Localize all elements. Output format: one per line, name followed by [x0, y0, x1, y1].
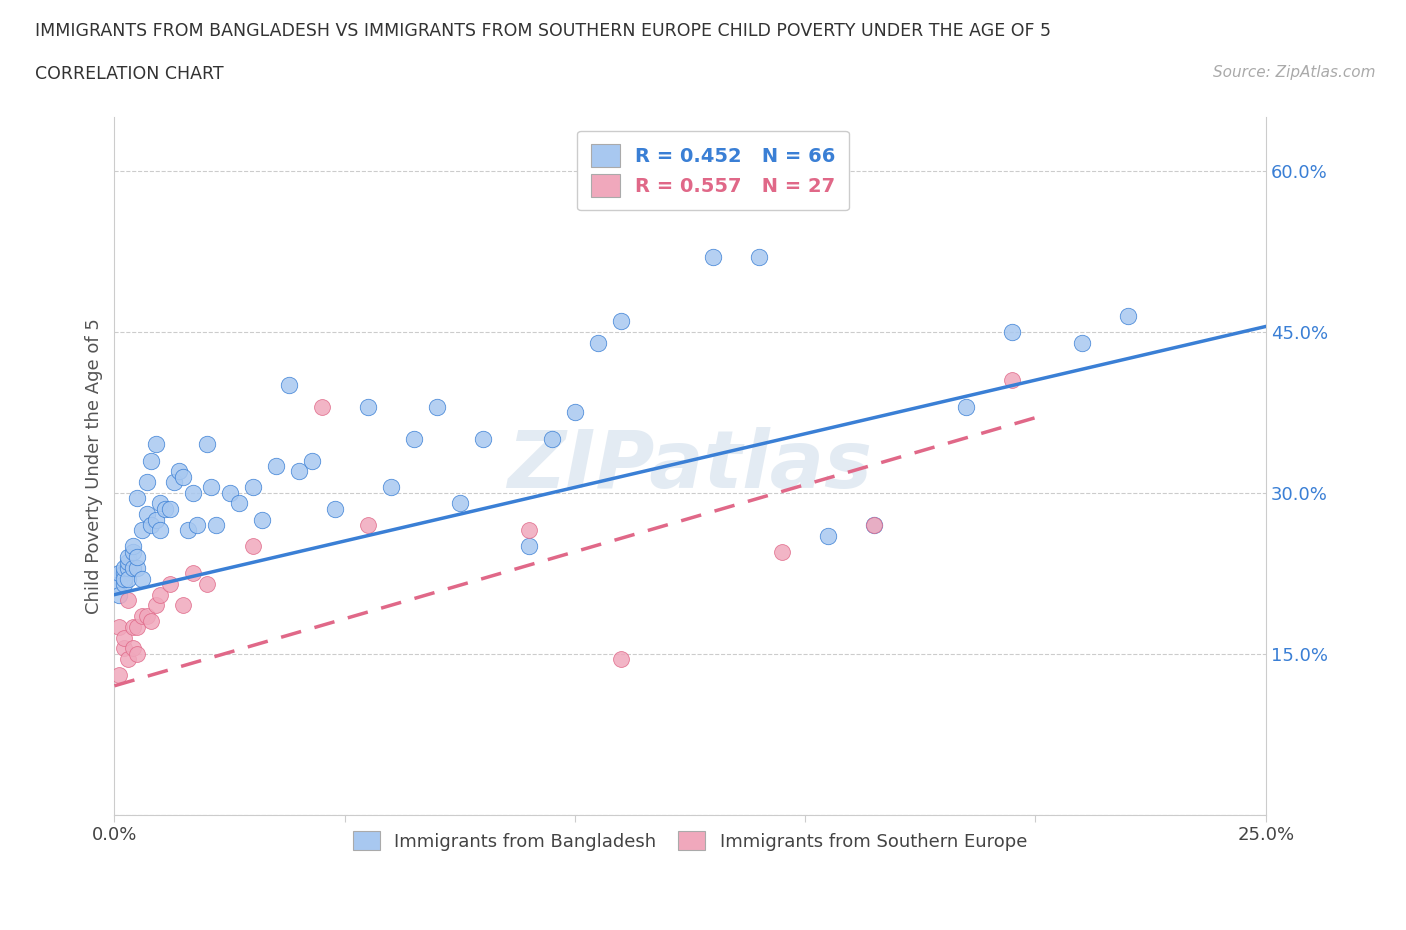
Point	[250, 512, 273, 527]
Point	[127, 561, 149, 576]
Point	[112, 641, 135, 656]
Point	[200, 480, 222, 495]
Point	[242, 538, 264, 553]
Point	[471, 432, 494, 446]
Point	[117, 592, 139, 607]
Point	[127, 646, 149, 661]
Point	[748, 249, 770, 264]
Point	[287, 464, 309, 479]
Point	[863, 517, 886, 532]
Point	[108, 668, 131, 683]
Point	[1001, 373, 1024, 388]
Point	[117, 550, 139, 565]
Point	[149, 496, 172, 511]
Point	[117, 652, 139, 667]
Point	[1116, 309, 1139, 324]
Point	[204, 517, 226, 532]
Point	[228, 496, 250, 511]
Point	[586, 335, 609, 350]
Point	[145, 437, 167, 452]
Point	[149, 523, 172, 538]
Point	[402, 432, 425, 446]
Point	[141, 614, 163, 629]
Point	[149, 587, 172, 602]
Point	[131, 523, 153, 538]
Text: CORRELATION CHART: CORRELATION CHART	[35, 65, 224, 83]
Point	[127, 491, 149, 506]
Point	[135, 474, 157, 489]
Point	[108, 565, 131, 580]
Point	[117, 561, 139, 576]
Point	[121, 641, 143, 656]
Point	[770, 544, 793, 559]
Point	[218, 485, 240, 500]
Point	[112, 571, 135, 586]
Point	[242, 480, 264, 495]
Point	[517, 538, 540, 553]
Point	[112, 561, 135, 576]
Y-axis label: Child Poverty Under the Age of 5: Child Poverty Under the Age of 5	[86, 318, 103, 614]
Point	[112, 565, 135, 580]
Text: IMMIGRANTS FROM BANGLADESH VS IMMIGRANTS FROM SOUTHERN EUROPE CHILD POVERTY UNDE: IMMIGRANTS FROM BANGLADESH VS IMMIGRANTS…	[35, 22, 1052, 40]
Point	[108, 587, 131, 602]
Point	[181, 565, 204, 580]
Point	[357, 517, 380, 532]
Point	[186, 517, 208, 532]
Point	[325, 501, 347, 516]
Point	[127, 619, 149, 634]
Point	[141, 453, 163, 468]
Point	[564, 405, 586, 419]
Point	[610, 652, 633, 667]
Point	[357, 400, 380, 415]
Point	[541, 432, 564, 446]
Point	[163, 474, 186, 489]
Point	[145, 598, 167, 613]
Point	[1001, 325, 1024, 339]
Text: Source: ZipAtlas.com: Source: ZipAtlas.com	[1212, 65, 1375, 80]
Point	[121, 538, 143, 553]
Point	[517, 523, 540, 538]
Point	[141, 517, 163, 532]
Point	[131, 608, 153, 623]
Point	[264, 458, 287, 473]
Point	[195, 437, 218, 452]
Point	[127, 550, 149, 565]
Point	[112, 577, 135, 591]
Point	[426, 400, 449, 415]
Text: ZIPatlas: ZIPatlas	[508, 427, 873, 505]
Point	[159, 577, 181, 591]
Point	[121, 619, 143, 634]
Point	[380, 480, 402, 495]
Point	[117, 555, 139, 570]
Point	[311, 400, 333, 415]
Legend: Immigrants from Bangladesh, Immigrants from Southern Europe: Immigrants from Bangladesh, Immigrants f…	[346, 823, 1035, 857]
Point	[121, 561, 143, 576]
Point	[1070, 335, 1092, 350]
Point	[610, 313, 633, 328]
Point	[131, 571, 153, 586]
Point	[167, 464, 190, 479]
Point	[135, 507, 157, 522]
Point	[108, 619, 131, 634]
Point	[863, 517, 886, 532]
Point	[121, 544, 143, 559]
Point	[181, 485, 204, 500]
Point	[153, 501, 176, 516]
Point	[955, 400, 977, 415]
Point	[112, 631, 135, 645]
Point	[135, 608, 157, 623]
Point	[117, 571, 139, 586]
Point	[145, 512, 167, 527]
Point	[449, 496, 471, 511]
Point	[278, 378, 301, 392]
Point	[173, 598, 195, 613]
Point	[159, 501, 181, 516]
Point	[108, 577, 131, 591]
Point	[702, 249, 724, 264]
Point	[173, 470, 195, 485]
Point	[301, 453, 323, 468]
Point	[195, 577, 218, 591]
Point	[177, 523, 200, 538]
Point	[817, 528, 839, 543]
